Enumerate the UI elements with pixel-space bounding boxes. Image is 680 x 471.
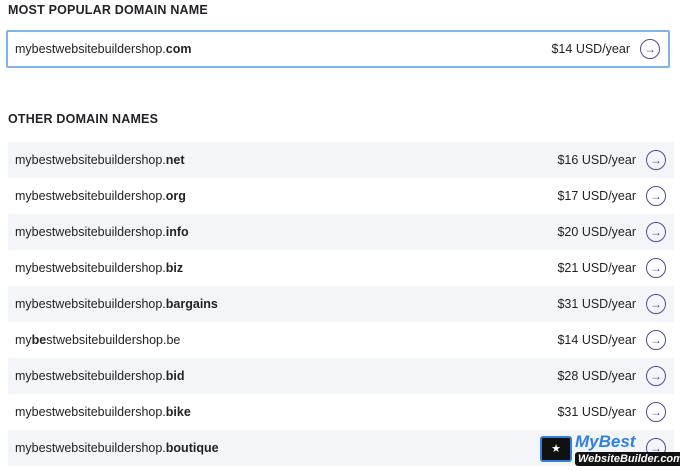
domain-name: mybestwebsitebuildershop.biz: [8, 261, 557, 275]
arrow-right-circle-icon[interactable]: →: [646, 402, 666, 422]
arrow-right-circle-icon[interactable]: →: [646, 366, 666, 386]
domain-name: mybestwebsitebuildershop.net: [8, 153, 557, 167]
domain-prefix: mybestwebsitebuildershop.: [15, 369, 166, 383]
domain-name: mybestwebsitebuildershop.bargains: [8, 297, 557, 311]
domain-price: $21 USD/year: [557, 261, 636, 275]
domain-name: mybestwebsitebuildershop.bid: [8, 369, 557, 383]
domain-row[interactable]: mybestwebsitebuildershop.org $17 USD/year…: [8, 178, 674, 214]
domain-row[interactable]: mybestwebsitebuildershop.biz $21 USD/year…: [8, 250, 674, 286]
domain-bold: biz: [165, 261, 184, 275]
domain-prefix: mybestwebsitebuildershop.: [15, 189, 166, 203]
domain-row[interactable]: mybestwebsitebuildershop.bargains $31 USD…: [8, 286, 674, 322]
arrow-right-circle-icon[interactable]: →: [640, 39, 660, 59]
domain-list: mybestwebsitebuildershop.net $16 USD/year…: [8, 142, 674, 466]
domain-row[interactable]: mybestwebsitebuildershop.bid $28 USD/year…: [8, 358, 674, 394]
domain-name: mybestwebsitebuildershop.boutique: [8, 441, 636, 455]
arrow-right-circle-icon[interactable]: →: [646, 186, 666, 206]
arrow-right-circle-icon[interactable]: →: [646, 294, 666, 314]
domain-bold: com: [165, 42, 192, 56]
domain-price: $17 USD/year: [557, 189, 636, 203]
domain-prefix: mybestwebsitebuildershop.: [15, 441, 166, 455]
logo-line2: WebsiteBuilder.com: [575, 452, 680, 466]
domain-price: $28 USD/year: [557, 369, 636, 383]
domain-prefix: mybestwebsitebuildershop.: [15, 261, 166, 275]
domain-bold: net: [165, 153, 185, 167]
domain-prefix: my: [15, 333, 32, 347]
domain-price: $31 USD/year: [557, 405, 636, 419]
arrow-right-circle-icon[interactable]: →: [646, 330, 666, 350]
domain-row[interactable]: mybestwebsitebuildershop.bike $31 USD/yea…: [8, 394, 674, 430]
domain-bold: info: [165, 225, 189, 239]
popular-heading: MOST POPULAR DOMAIN NAME: [8, 3, 208, 17]
domain-name: mybestwebsitebuildershop.info: [8, 225, 557, 239]
popular-domain-row[interactable]: mybestwebsitebuildershop.com $14 USD/yea…: [6, 30, 670, 68]
domain-prefix: mybestwebsitebuildershop.: [15, 405, 166, 419]
browser-star-icon: ★: [540, 436, 572, 462]
domain-name: mybestwebsitebuildershop.org: [8, 189, 557, 203]
domain-prefix: mybestwebsitebuildershop.: [15, 297, 166, 311]
domain-price: $31 USD/year: [557, 297, 636, 311]
domain-prefix: mybestwebsitebuildershop.: [15, 225, 166, 239]
domain-price: $16 USD/year: [557, 153, 636, 167]
domain-name: mybestwebsitebuildershop.be: [8, 333, 557, 347]
domain-bold: bike: [165, 405, 191, 419]
logo-line1: MyBest: [575, 432, 636, 451]
arrow-right-circle-icon[interactable]: →: [646, 222, 666, 242]
domain-name: mybestwebsitebuildershop.bike: [8, 405, 557, 419]
logo-text: MyBest WebsiteBuilder.com: [575, 432, 680, 466]
domain-bold: boutique: [165, 441, 219, 455]
domain-bold: org: [165, 189, 186, 203]
domain-bold: bargains: [165, 297, 218, 311]
domain-name: mybestwebsitebuildershop.com: [8, 42, 551, 56]
domain-row[interactable]: mybestwebsitebuildershop.be $14 USD/year →: [8, 322, 674, 358]
domain-prefix: mybestwebsitebuildershop.: [15, 42, 166, 56]
arrow-right-circle-icon[interactable]: →: [646, 258, 666, 278]
domain-row[interactable]: mybestwebsitebuildershop.net $16 USD/year…: [8, 142, 674, 178]
domain-prefix: mybestwebsitebuildershop.: [15, 153, 166, 167]
domain-price: $14 USD/year: [551, 42, 630, 56]
domain-price: $14 USD/year: [557, 333, 636, 347]
other-heading: OTHER DOMAIN NAMES: [8, 112, 159, 126]
domain-bold: bid: [165, 369, 185, 383]
domain-price: $20 USD/year: [557, 225, 636, 239]
domain-bold: be: [31, 333, 47, 347]
arrow-right-circle-icon[interactable]: →: [646, 150, 666, 170]
domain-suffix: stwebsitebuildershop.be: [46, 333, 181, 347]
domain-row[interactable]: mybestwebsitebuildershop.info $20 USD/yea…: [8, 214, 674, 250]
watermark-logo: ★ MyBest WebsiteBuilder.com: [540, 432, 680, 466]
